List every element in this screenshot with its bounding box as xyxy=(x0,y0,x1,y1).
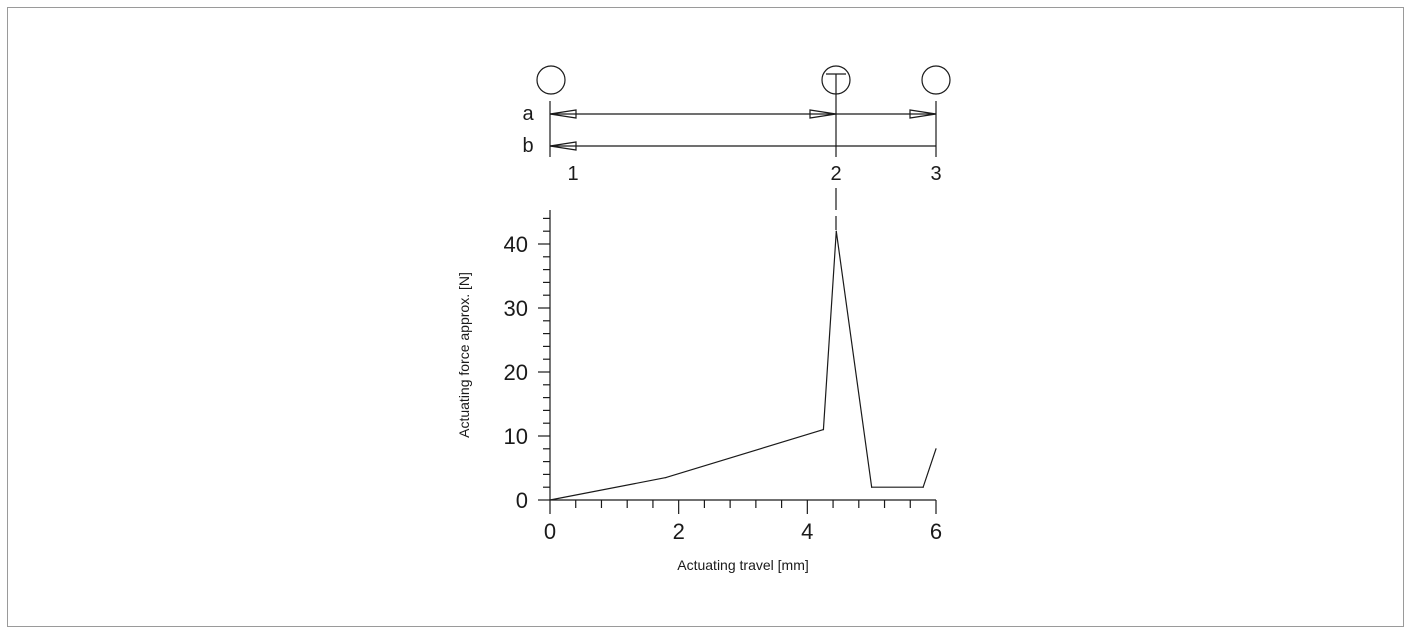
data-point xyxy=(835,230,837,232)
row-a-arrow-end xyxy=(909,109,937,119)
x-tick-label-2: 2 xyxy=(673,519,685,544)
y-tick-label-20: 20 xyxy=(504,360,528,385)
x-ticks xyxy=(549,500,937,514)
x-tick-label-6: 6 xyxy=(930,519,942,544)
row-b-arrow-start xyxy=(549,141,577,151)
y-ticks xyxy=(538,217,550,501)
y-axis-title: Actuating force approx. [N] xyxy=(456,272,472,438)
data-point xyxy=(665,477,667,479)
contact-open-symbol-3 xyxy=(921,65,951,95)
x-axis-title: Actuating travel [mm] xyxy=(677,557,809,573)
position-label-1: 1 xyxy=(567,163,578,185)
switching-diagram: a b 1 2 3 xyxy=(522,65,951,230)
data-point xyxy=(871,486,873,488)
row-a-arrow-start xyxy=(549,109,577,119)
y-tick-label-10: 10 xyxy=(504,424,528,449)
force-curve-line xyxy=(549,231,937,501)
force-travel-chart: a b 1 2 3 0 2 4 6 0 10 20 30 40 Actuatin… xyxy=(456,65,951,573)
y-tick-label-40: 40 xyxy=(504,232,528,257)
x-tick-label-0: 0 xyxy=(544,519,556,544)
force-curve-points xyxy=(549,230,937,501)
data-point xyxy=(822,429,825,431)
data-point xyxy=(935,448,937,450)
position-label-3: 3 xyxy=(930,163,941,185)
axes xyxy=(538,210,937,514)
row-label-a: a xyxy=(522,103,534,125)
row-a-arrow-mid xyxy=(809,109,837,119)
row-label-b: b xyxy=(522,135,533,157)
data-point xyxy=(549,499,551,501)
contact-trip-symbol-2 xyxy=(821,65,851,95)
contact-open-symbol-1 xyxy=(536,65,566,95)
position-label-2: 2 xyxy=(830,163,841,185)
y-tick-label-0: 0 xyxy=(516,488,528,513)
y-tick-label-30: 30 xyxy=(504,296,528,321)
data-point xyxy=(922,486,924,488)
x-tick-label-4: 4 xyxy=(801,519,813,544)
